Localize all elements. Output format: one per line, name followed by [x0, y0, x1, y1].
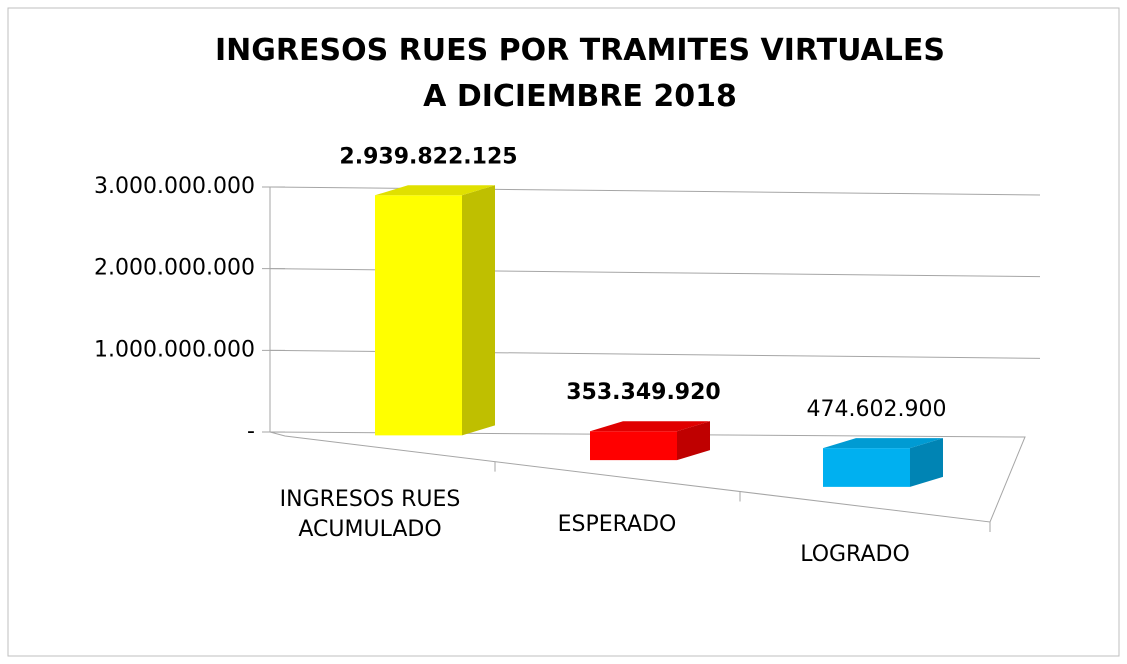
bar-front — [823, 448, 910, 487]
y-tick-label: 2.000.000.000 — [94, 256, 255, 281]
data-label: 474.602.900 — [807, 397, 947, 422]
bar-side — [910, 438, 943, 487]
y-tick-label: 1.000.000.000 — [94, 337, 255, 362]
chart-border — [7, 7, 1120, 657]
bar — [823, 438, 943, 487]
bar-top — [375, 185, 495, 196]
data-label: 2.939.822.125 — [339, 144, 517, 169]
bar-front — [590, 431, 677, 461]
bar — [590, 421, 710, 461]
bar-front — [375, 195, 462, 436]
bar — [375, 185, 495, 436]
bar-side — [677, 421, 710, 461]
chart-title: INGRESOS RUES POR TRAMITES VIRTUALES A D… — [215, 33, 945, 114]
bar-side — [462, 185, 495, 436]
data-label: 353.349.920 — [566, 380, 720, 405]
y-tick-label: - — [247, 419, 255, 444]
x-tick-label: LOGRADO — [800, 542, 910, 567]
bar-top — [823, 438, 943, 449]
bar-top — [590, 421, 710, 432]
y-tick-label: 3.000.000.000 — [94, 174, 255, 199]
x-tick-label: ESPERADO — [557, 512, 677, 537]
x-tick-label: INGRESOS RUES ACUMULADO — [279, 487, 461, 542]
